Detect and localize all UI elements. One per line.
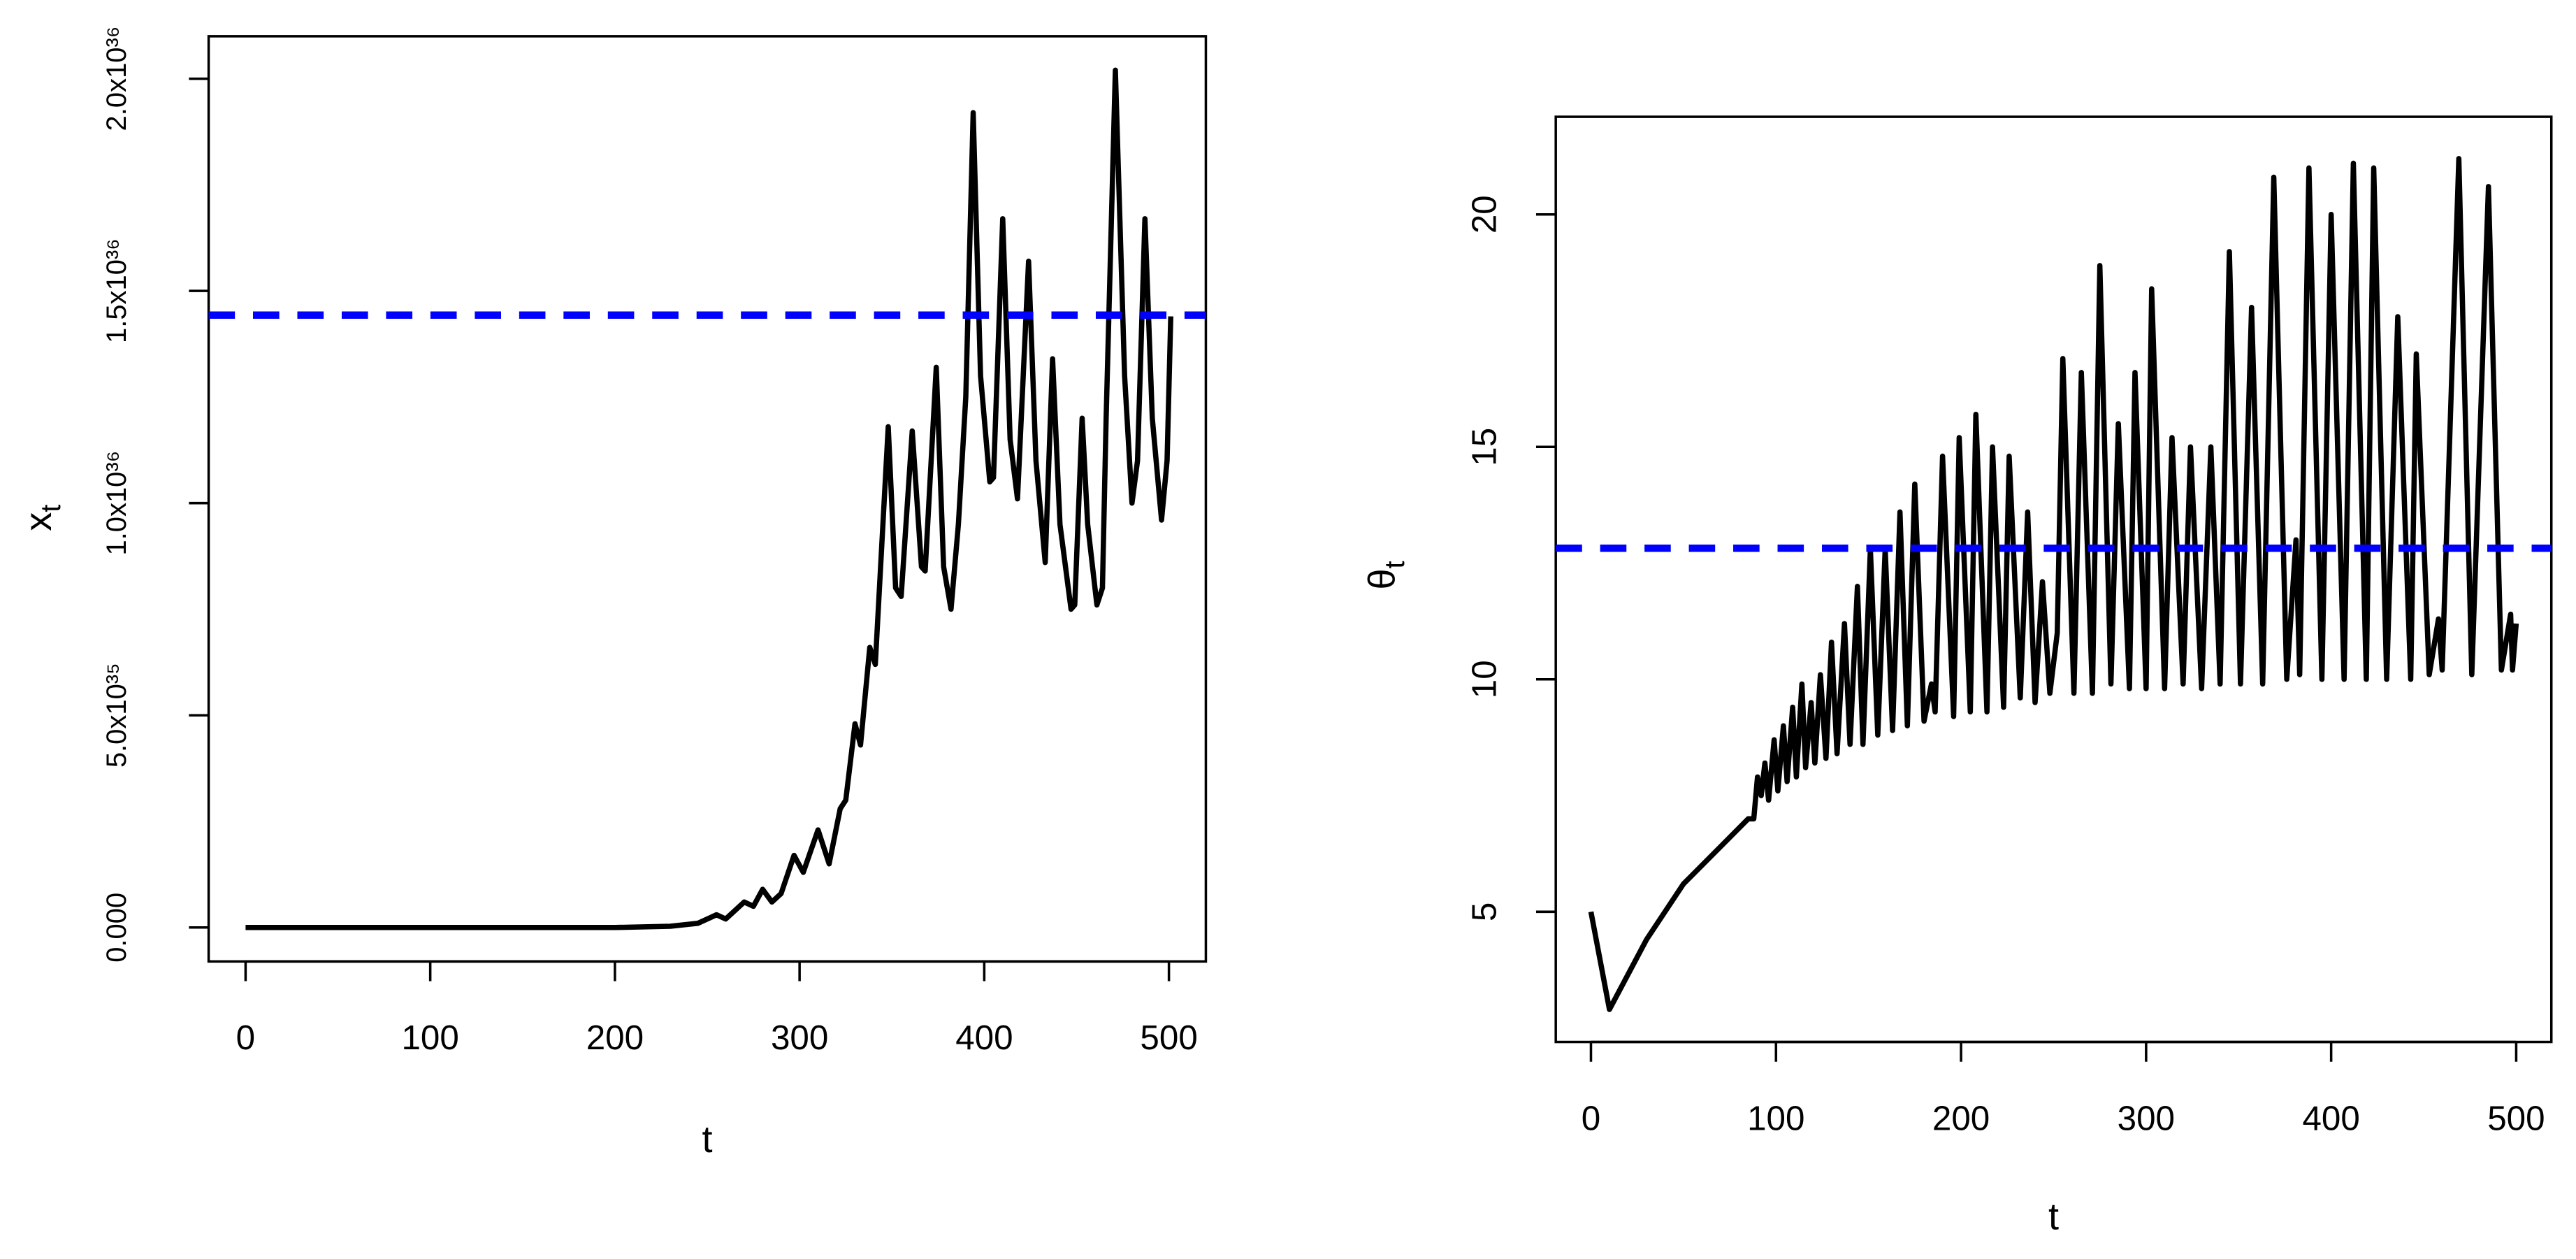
x-tick-label: 500 <box>1140 1019 1197 1057</box>
y-tick-label: 15 <box>1465 428 1503 466</box>
y-tick-label: 5.0x10³⁵ <box>101 663 132 768</box>
x-tick-label: 500 <box>2487 1099 2545 1137</box>
x-tick-label: 400 <box>955 1019 1013 1057</box>
x-tick-label: 300 <box>2118 1099 2175 1137</box>
y-label-main: x <box>17 512 59 531</box>
y-tick-label: 5 <box>1465 902 1503 921</box>
plot-box <box>1554 115 2553 1044</box>
x-tick-label: 400 <box>2302 1099 2359 1137</box>
y-label-sub: t <box>36 505 66 512</box>
data-line <box>1588 156 2519 1012</box>
data-line <box>245 67 1174 930</box>
x-tick-label: 100 <box>401 1019 458 1057</box>
x-tick-label: 100 <box>1747 1099 1804 1137</box>
x-tick-label: 0 <box>1582 1099 1600 1137</box>
x-tick-label: 200 <box>586 1019 644 1057</box>
y-axis-label: θt <box>1361 561 1410 589</box>
x-tick-label: 0 <box>236 1019 255 1057</box>
x-tick-label: 300 <box>771 1019 828 1057</box>
x-axis-label: t <box>702 1118 712 1160</box>
y-tick-label: 1.0x10³⁶ <box>101 451 132 556</box>
y-tick-label: 10 <box>1465 660 1503 698</box>
y-tick-label: 2.0x10³⁶ <box>101 27 132 131</box>
x-axis-label: t <box>2048 1196 2059 1238</box>
y-tick-label: 20 <box>1465 195 1503 233</box>
x-tick-label: 200 <box>1932 1099 1990 1137</box>
y-tick-label: 0.000 <box>101 893 132 963</box>
y-label-sub: t <box>1380 561 1410 568</box>
y-tick-label: 1.5x10³⁶ <box>101 238 132 343</box>
y-axis-label: xt <box>17 505 66 531</box>
y-label-main: θ <box>1361 568 1403 589</box>
